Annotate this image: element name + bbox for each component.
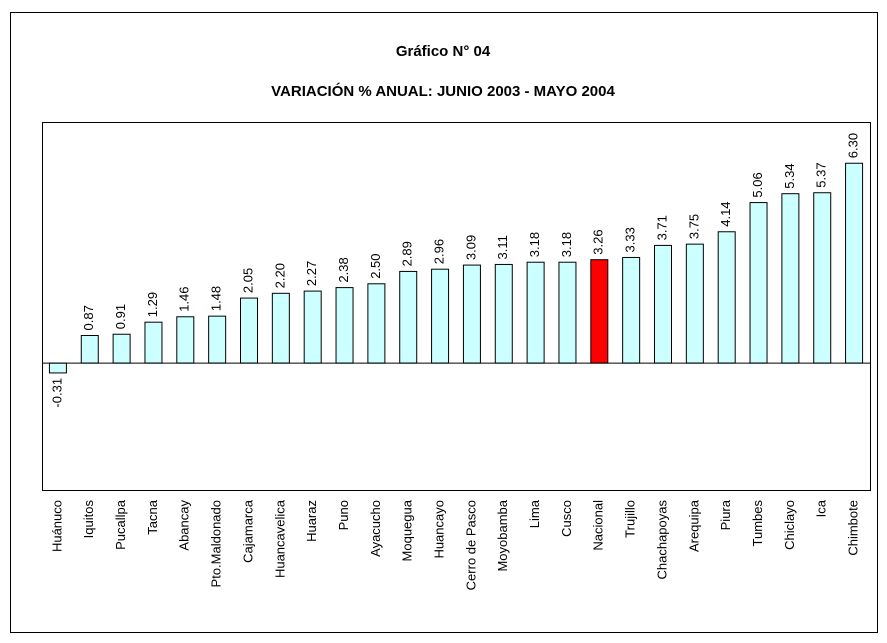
value-label: 3.18 [559, 232, 574, 257]
value-label: 3.09 [463, 235, 478, 260]
bar [335, 287, 354, 364]
value-label: 1.29 [145, 292, 160, 317]
value-label: 5.06 [750, 172, 765, 197]
bar [80, 335, 99, 364]
value-label: 2.96 [432, 239, 447, 264]
x-tick-label: Chiclayo [782, 500, 797, 550]
value-label: 5.37 [814, 162, 829, 187]
bar [240, 297, 258, 364]
value-label: -0.31 [49, 378, 64, 408]
x-tick-label: Huaraz [304, 500, 319, 542]
x-tick-label: Lima [527, 499, 542, 528]
bar [176, 316, 195, 364]
bar [845, 162, 864, 364]
x-tick-label: Abancay [177, 500, 192, 551]
x-tick-label: Nacional [591, 500, 606, 551]
chart-title: Gráfico N° 04 [396, 43, 491, 60]
x-tick-label: Iquitos [81, 500, 96, 539]
bar [590, 259, 609, 364]
value-label: 3.26 [591, 229, 606, 254]
bar [622, 256, 641, 364]
value-label: 2.38 [336, 257, 351, 282]
bar [462, 264, 481, 364]
x-tick-label: Ica [814, 499, 829, 517]
x-tick-label: Puno [336, 500, 351, 530]
x-tick-label: Arequipa [686, 499, 701, 552]
x-tick-label: Chimbote [846, 500, 861, 556]
value-label: 2.27 [304, 261, 319, 286]
x-tick-label: Huancayo [432, 500, 447, 559]
bar [208, 315, 227, 364]
value-label: 2.05 [240, 268, 255, 293]
value-label: 6.30 [846, 133, 861, 158]
bar [494, 263, 513, 364]
x-tick-label: Tumbes [750, 500, 765, 547]
x-tick-label: Pucallpa [113, 499, 128, 550]
bar [781, 193, 800, 364]
bar [271, 292, 290, 364]
bar [144, 321, 163, 364]
value-label: 3.11 [495, 235, 510, 259]
x-tick-label: Moquegua [400, 499, 415, 561]
x-tick-label: Tacna [145, 499, 160, 534]
bar [558, 261, 577, 364]
value-label: 4.14 [718, 201, 733, 226]
value-label: 3.71 [654, 215, 669, 240]
bar [48, 362, 67, 374]
bar [431, 268, 450, 364]
x-tick-label: Ayacucho [368, 500, 383, 557]
x-tick-label: Chachapoyas [654, 500, 669, 580]
bar [112, 333, 131, 364]
bar [367, 283, 386, 364]
value-label: 2.50 [368, 253, 383, 278]
value-label: 2.20 [272, 263, 287, 288]
x-tick-label: Piura [718, 499, 733, 530]
bar [654, 244, 672, 364]
plot-area [42, 122, 871, 491]
bar [749, 202, 768, 364]
x-tick-label: Huánuco [49, 500, 64, 552]
bar [526, 261, 545, 364]
x-tick-label: Pto.Maldonado [209, 500, 224, 587]
chart-subtitle: VARIACIÓN % ANUAL: JUNIO 2003 - MAYO 200… [271, 82, 615, 100]
bar [399, 270, 418, 364]
value-label: 2.89 [400, 241, 415, 266]
bar [303, 290, 322, 364]
x-tick-label: Huancavelica [272, 499, 287, 578]
x-tick-label: Trujillo [623, 500, 638, 538]
value-label: 0.91 [113, 304, 128, 329]
x-tick-label: Cajamarca [240, 499, 255, 563]
value-label: 0.87 [81, 305, 96, 330]
x-tick-label: Moyobamba [495, 499, 510, 571]
x-tick-label: Cerro de Pasco [463, 500, 478, 590]
x-tick-label: Cusco [559, 500, 574, 537]
bar [717, 231, 736, 364]
value-label: 1.46 [177, 286, 192, 311]
value-label: 1.48 [209, 286, 224, 311]
bar [813, 192, 832, 364]
value-label: 3.18 [527, 232, 542, 257]
value-label: 5.34 [782, 163, 797, 188]
bar [685, 243, 704, 364]
value-label: 3.75 [686, 214, 701, 239]
value-label: 3.33 [623, 227, 638, 252]
